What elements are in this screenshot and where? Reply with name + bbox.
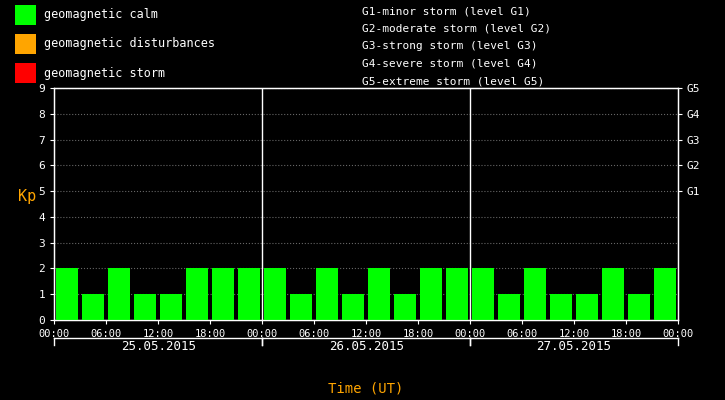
Bar: [57, 268, 78, 320]
Text: 27.05.2015: 27.05.2015: [536, 340, 611, 353]
Bar: [134, 294, 157, 320]
Bar: [394, 294, 416, 320]
Text: Time (UT): Time (UT): [328, 382, 404, 396]
Bar: [239, 268, 260, 320]
Bar: [628, 294, 650, 320]
Text: G4-severe storm (level G4): G4-severe storm (level G4): [362, 59, 538, 69]
Bar: [498, 294, 520, 320]
Text: 25.05.2015: 25.05.2015: [121, 340, 196, 353]
Text: 26.05.2015: 26.05.2015: [328, 340, 404, 353]
Text: G2-moderate storm (level G2): G2-moderate storm (level G2): [362, 24, 552, 34]
Y-axis label: Kp: Kp: [18, 189, 36, 204]
Bar: [576, 294, 598, 320]
Bar: [290, 294, 312, 320]
Bar: [472, 268, 494, 320]
Bar: [446, 268, 468, 320]
Bar: [186, 268, 208, 320]
Bar: [368, 268, 390, 320]
Bar: [316, 268, 338, 320]
Text: geomagnetic storm: geomagnetic storm: [44, 67, 165, 80]
Text: G3-strong storm (level G3): G3-strong storm (level G3): [362, 41, 538, 51]
Text: G5-extreme storm (level G5): G5-extreme storm (level G5): [362, 76, 544, 86]
Bar: [264, 268, 286, 320]
Bar: [524, 268, 546, 320]
Bar: [342, 294, 364, 320]
Bar: [160, 294, 182, 320]
Text: geomagnetic calm: geomagnetic calm: [44, 8, 157, 21]
Text: geomagnetic disturbances: geomagnetic disturbances: [44, 38, 215, 50]
Text: G1-minor storm (level G1): G1-minor storm (level G1): [362, 6, 531, 16]
Bar: [83, 294, 104, 320]
Bar: [212, 268, 234, 320]
Bar: [108, 268, 130, 320]
Bar: [602, 268, 624, 320]
Bar: [420, 268, 442, 320]
Bar: [550, 294, 572, 320]
Bar: [654, 268, 676, 320]
